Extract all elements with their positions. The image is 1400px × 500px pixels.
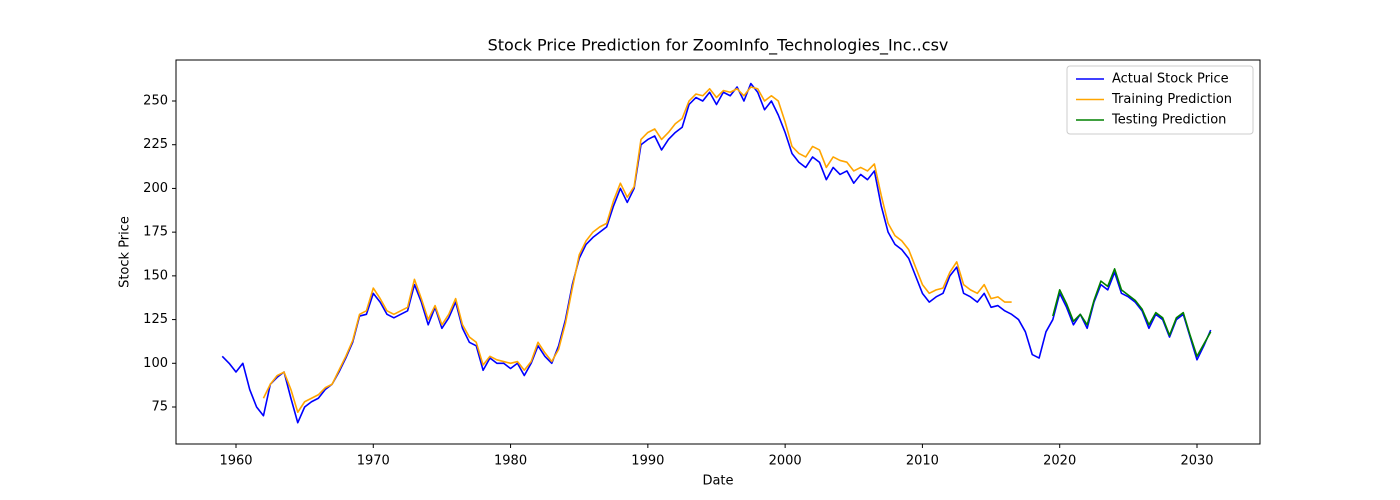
legend-label: Training Prediction	[1111, 92, 1232, 107]
series-line	[221, 82, 1212, 424]
x-axis-label: Date	[702, 474, 733, 489]
x-tick-label: 1960	[219, 454, 252, 469]
x-tick-label: 1980	[494, 454, 527, 469]
y-tick-label: 100	[143, 356, 168, 371]
series-line	[262, 86, 1012, 414]
series-line	[1052, 268, 1212, 358]
chart-title: Stock Price Prediction for ZoomInfo_Tech…	[488, 36, 949, 56]
legend-box	[1066, 65, 1254, 135]
x-tick-label: 1990	[631, 454, 664, 469]
x-tick-label: 2030	[1180, 454, 1213, 469]
x-tick-label: 1970	[357, 454, 390, 469]
y-tick-label: 150	[143, 268, 168, 283]
y-axis-label: Stock Price	[118, 216, 133, 288]
y-tick-label: 225	[143, 137, 168, 152]
y-tick-label: 175	[143, 225, 168, 240]
y-tick-label: 75	[151, 400, 168, 415]
y-tick-label: 200	[143, 181, 168, 196]
x-tick-label: 2000	[769, 454, 802, 469]
legend-label: Actual Stock Price	[1112, 72, 1229, 87]
plot-frame	[175, 59, 1261, 445]
x-tick-label: 2020	[1043, 454, 1076, 469]
y-tick-label: 125	[143, 312, 168, 327]
x-tick-label: 2010	[906, 454, 939, 469]
y-tick-label: 250	[143, 94, 168, 109]
legend-label: Testing Prediction	[1111, 113, 1226, 128]
